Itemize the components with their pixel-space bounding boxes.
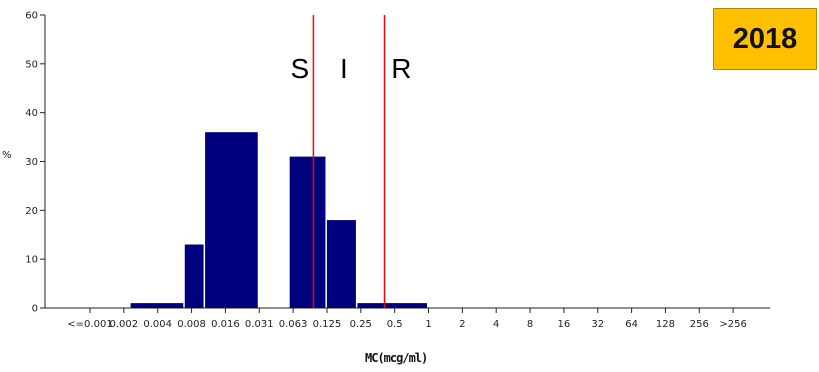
x-tick-label: 16 bbox=[558, 319, 571, 330]
x-axis-label: MC(mcg/ml) bbox=[365, 351, 428, 365]
x-tick-label: 0.25 bbox=[350, 319, 372, 330]
x-tick-label: 32 bbox=[591, 319, 604, 330]
x-tick-label: 64 bbox=[625, 319, 638, 330]
x-tick-label: 0.125 bbox=[313, 319, 342, 330]
histogram-bar bbox=[205, 132, 258, 308]
histogram-bar bbox=[326, 220, 356, 308]
x-tick-label: 0.008 bbox=[177, 319, 206, 330]
histogram-bar bbox=[184, 244, 204, 308]
x-tick-label: 0.002 bbox=[110, 319, 139, 330]
x-tick-label: 1 bbox=[425, 319, 431, 330]
x-tick-label: 8 bbox=[527, 319, 533, 330]
x-tick-label: 4 bbox=[493, 319, 499, 330]
histogram-bar bbox=[130, 303, 184, 308]
y-tick-label: 0 bbox=[32, 304, 38, 315]
x-tick-label: <=0.001 bbox=[67, 319, 112, 330]
x-tick-label: 0.031 bbox=[245, 319, 274, 330]
y-tick-label: 60 bbox=[25, 11, 38, 22]
x-tick-label: 2 bbox=[459, 319, 465, 330]
y-tick-label: 50 bbox=[25, 59, 38, 70]
histogram-bar bbox=[357, 303, 427, 308]
y-tick-label: 40 bbox=[25, 108, 38, 119]
x-tick-label: 0.063 bbox=[279, 319, 308, 330]
x-tick-label: 0.004 bbox=[143, 319, 172, 330]
y-tick-label: 20 bbox=[25, 206, 38, 217]
x-tick-label: 128 bbox=[656, 319, 675, 330]
x-tick-label: 0.5 bbox=[387, 319, 403, 330]
x-tick-label: 0.016 bbox=[211, 319, 240, 330]
x-tick-label: 256 bbox=[690, 319, 709, 330]
histogram-bar bbox=[289, 156, 326, 308]
year-badge: 2018 bbox=[713, 8, 817, 70]
zone-label-s: S bbox=[291, 53, 310, 84]
y-axis-label: % bbox=[2, 150, 12, 161]
zone-label-i: I bbox=[340, 53, 348, 84]
y-tick-label: 10 bbox=[25, 255, 38, 266]
zone-label-r: R bbox=[391, 53, 411, 84]
y-tick-label: 30 bbox=[25, 157, 38, 168]
x-tick-label: >256 bbox=[719, 319, 746, 330]
